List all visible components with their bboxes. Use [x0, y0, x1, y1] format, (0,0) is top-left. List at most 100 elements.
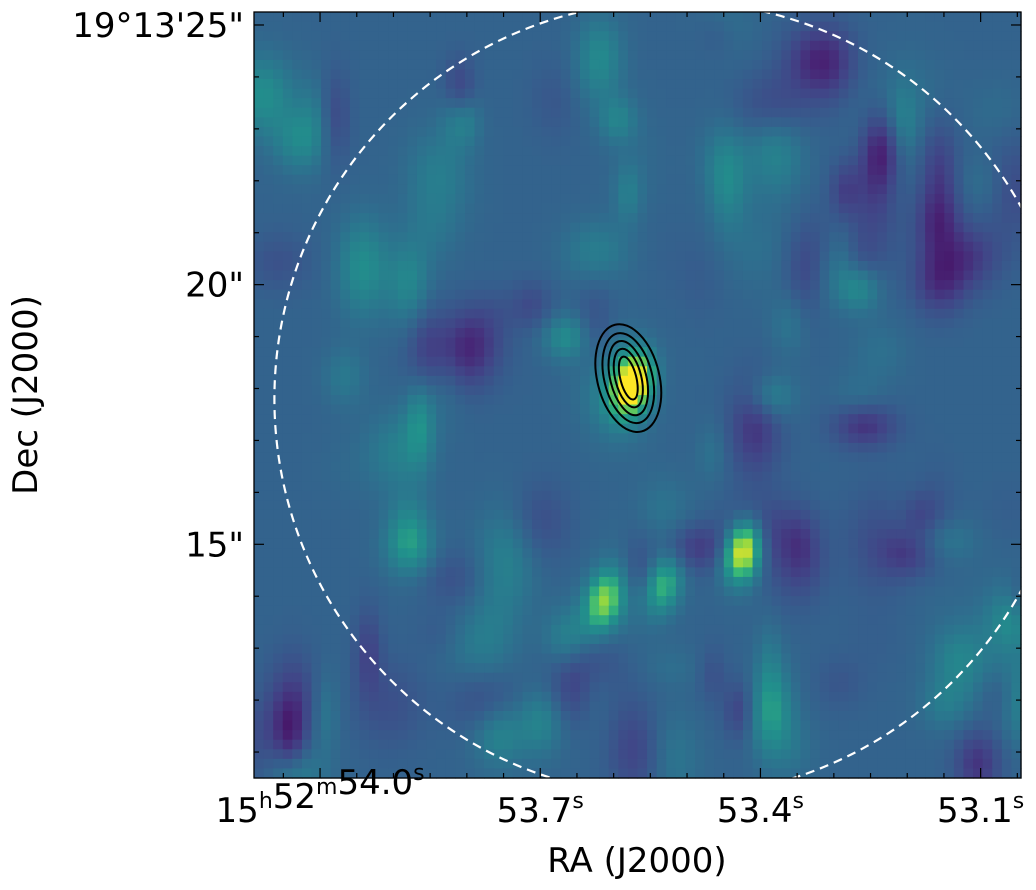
heatmap-cell [512, 31, 524, 42]
heatmap-cell [503, 529, 514, 540]
heatmap-cell [589, 222, 600, 233]
heatmap-cell [484, 452, 495, 463]
heatmap-cell [915, 184, 926, 195]
heatmap-cell [838, 12, 850, 23]
heatmap-cell [608, 318, 619, 329]
heatmap-cell [790, 50, 802, 61]
heatmap-cell [484, 538, 495, 549]
heatmap-cell [925, 280, 936, 291]
heatmap-cell [963, 213, 974, 224]
heatmap-cell [560, 548, 571, 559]
heatmap-cell [1011, 59, 1022, 71]
heatmap-cell [656, 433, 667, 444]
heatmap-cell [541, 270, 552, 281]
heatmap-cell [637, 509, 648, 521]
heatmap-cell [800, 79, 811, 90]
heatmap-cell [589, 462, 600, 473]
heatmap-cell [503, 375, 514, 387]
heatmap-cell [944, 395, 955, 406]
heatmap-cell [608, 40, 619, 51]
heatmap-cell [992, 270, 1003, 281]
heatmap-cell [321, 347, 332, 358]
heatmap-cell [953, 184, 965, 195]
heatmap-cell [666, 557, 677, 568]
heatmap-cell [618, 69, 629, 80]
heatmap-cell [944, 490, 955, 501]
heatmap-cell [886, 567, 897, 578]
heatmap-cell [273, 241, 284, 252]
heatmap-cell [407, 232, 418, 243]
heatmap-cell [771, 98, 782, 109]
heatmap-cell [858, 442, 869, 454]
heatmap-cell [273, 500, 284, 511]
heatmap-cell [723, 509, 734, 521]
heatmap-cell [541, 404, 552, 415]
heatmap-cell [896, 375, 907, 387]
heatmap-cell [982, 471, 993, 482]
heatmap-cell [992, 88, 1003, 99]
heatmap-cell [464, 270, 476, 281]
heatmap-cell [800, 251, 811, 262]
heatmap-cell [666, 241, 677, 252]
heatmap-cell [810, 442, 821, 454]
heatmap-cell [474, 31, 485, 42]
heatmap-cell [733, 433, 744, 444]
heatmap-cell [369, 557, 380, 568]
heatmap-cell [599, 107, 610, 118]
heatmap-cell [388, 442, 399, 454]
heatmap-cell [541, 155, 552, 166]
heatmap-cell [340, 500, 351, 511]
heatmap-cell [474, 356, 485, 367]
heatmap-cell [608, 251, 619, 262]
heatmap-cell [704, 395, 715, 406]
heatmap-cell [484, 59, 495, 71]
heatmap-cell [723, 462, 734, 473]
heatmap-cell [579, 12, 591, 23]
heatmap-cell [273, 395, 284, 406]
heatmap-cell [349, 442, 361, 454]
heatmap-cell [282, 423, 293, 434]
heatmap-cell [254, 366, 265, 377]
heatmap-cell [1001, 414, 1013, 425]
heatmap-cell [551, 490, 562, 501]
heatmap-cell [349, 59, 361, 71]
heatmap-cell [829, 433, 840, 444]
heatmap-cell [493, 241, 504, 252]
heatmap-cell [589, 165, 600, 176]
heatmap-cell [790, 107, 802, 118]
heatmap-cell [551, 165, 562, 176]
heatmap-cell [407, 442, 418, 454]
heatmap-cell [647, 423, 658, 434]
heatmap-cell [407, 260, 418, 272]
heatmap-cell [551, 270, 562, 281]
heatmap-cell [416, 146, 428, 157]
heatmap-cell [704, 548, 715, 559]
heatmap-cell [560, 193, 571, 205]
heatmap-cell [781, 184, 792, 195]
heatmap-cell [714, 356, 725, 367]
heatmap-cell [551, 529, 562, 540]
heatmap-cell [800, 126, 811, 138]
heatmap-cell [896, 136, 907, 147]
heatmap-cell [723, 596, 734, 607]
heatmap-cell [771, 79, 782, 90]
heatmap-cell [397, 519, 408, 530]
heatmap-cell [858, 596, 869, 607]
heatmap-cell [263, 174, 274, 185]
heatmap-cell [301, 567, 313, 578]
heatmap-cell [963, 299, 974, 310]
heatmap-cell [282, 88, 293, 99]
heatmap-cell [503, 69, 514, 80]
heatmap-cell [647, 481, 658, 492]
heatmap-cell [934, 260, 945, 272]
heatmap-cell [570, 174, 581, 185]
heatmap-cell [656, 423, 667, 434]
heatmap-cell [599, 165, 610, 176]
heatmap-cell [838, 548, 850, 559]
heatmap-cell [810, 471, 821, 482]
heatmap-cell [771, 69, 782, 80]
heatmap-cell [474, 98, 485, 109]
heatmap-cell [570, 605, 581, 616]
heatmap-cell [407, 193, 418, 205]
heatmap-cell [752, 203, 763, 214]
